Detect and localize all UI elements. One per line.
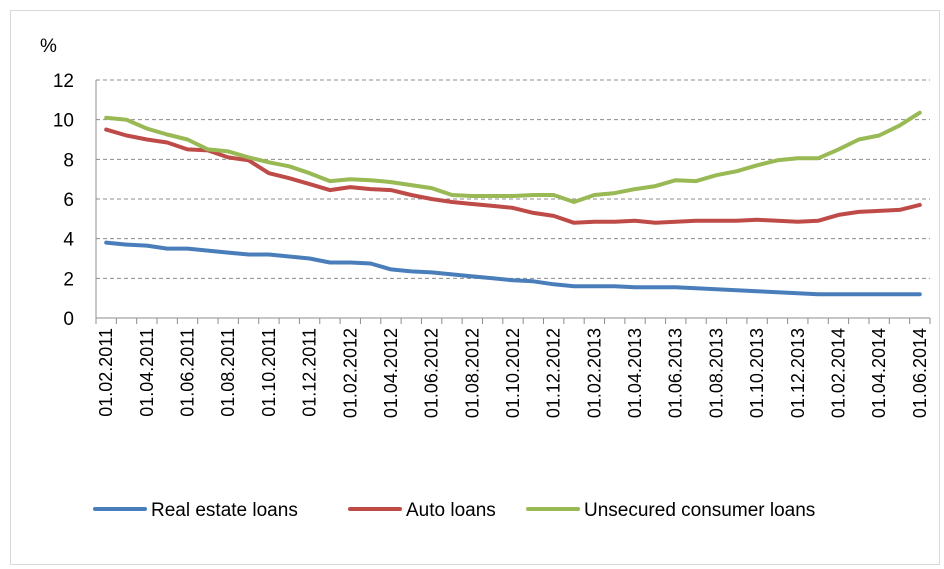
gridlines [96, 80, 930, 324]
x-tick-label: 01.06.2012 [422, 328, 442, 418]
x-tick-label: 01.06.2011 [178, 328, 198, 417]
x-tick-label: 01.02.2014 [828, 328, 848, 418]
x-tick-label: 01.04.2014 [869, 328, 889, 418]
unit-label: % [40, 36, 57, 57]
x-tick-label: 01.08.2013 [706, 328, 726, 418]
x-tick-label: 01.04.2013 [625, 328, 645, 418]
legend-label-0: Real estate loans [151, 500, 298, 521]
x-tick-label: 01.10.2012 [503, 328, 523, 418]
legend-label-1: Auto loans [406, 500, 496, 521]
y-tick-label: 8 [63, 150, 74, 171]
x-tick-label: 01.02.2013 [584, 328, 604, 418]
x-tick-label: 01.04.2012 [381, 328, 401, 418]
series-line-1 [106, 130, 920, 223]
y-tick-label: 2 [63, 269, 74, 290]
y-axis-ticks: 0 2 4 6 8 10 12 [53, 71, 75, 330]
y-tick-label: 0 [63, 309, 74, 330]
y-tick-label: 12 [53, 71, 74, 92]
x-tick-label: 01.02.2012 [340, 328, 360, 418]
x-tick-label: 01.02.2011 [96, 328, 116, 417]
x-axis-ticks: 01.02.2011 01.04.2011 01.06.2011 01.08.2011… [96, 328, 930, 418]
x-tick-label: 01.12.2012 [544, 328, 564, 418]
x-tick-label: 01.06.2013 [666, 328, 686, 418]
y-tick-label: 10 [53, 111, 74, 132]
x-tick-label: 01.08.2012 [462, 328, 482, 418]
x-tick-label: 01.10.2011 [259, 328, 279, 417]
x-tick-label: 01.12.2011 [300, 328, 320, 417]
series-line-0 [106, 243, 920, 295]
x-tick-label: 01.10.2013 [747, 328, 767, 418]
y-tick-label: 4 [63, 230, 74, 251]
legend: Real estate loans Auto loans Unsecured con… [95, 500, 815, 521]
x-tick-label: 01.04.2011 [137, 328, 157, 417]
x-tick-label: 01.12.2013 [788, 328, 808, 418]
series-lines [106, 113, 920, 295]
x-tick-label: 01.06.2014 [910, 328, 930, 418]
legend-label-2: Unsecured consumer loans [584, 500, 815, 521]
x-tick-label: 01.08.2011 [218, 328, 238, 417]
y-tick-label: 6 [63, 190, 74, 211]
